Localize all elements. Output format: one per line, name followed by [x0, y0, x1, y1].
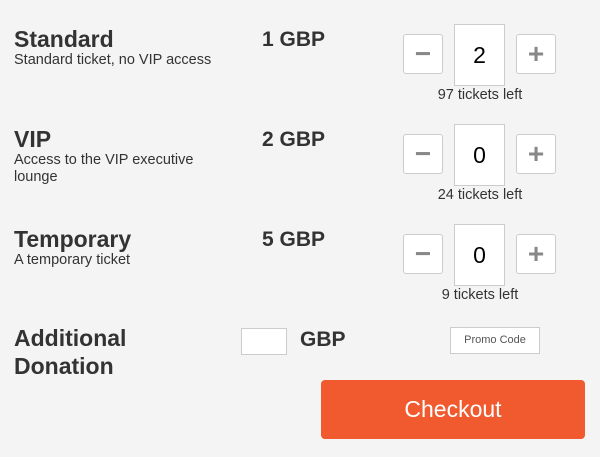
ticket-price: 5 GBP [262, 228, 326, 251]
donation-label: Additional Donation [14, 325, 127, 379]
donation-input[interactable] [241, 328, 287, 355]
decrease-button[interactable]: − [403, 34, 443, 74]
ticket-name: Standard [14, 26, 114, 52]
quantity-field[interactable]: 0 [454, 224, 505, 286]
increase-button[interactable]: + [516, 234, 556, 274]
ticket-price: 1 GBP [262, 28, 326, 51]
ticket-description: Access to the VIP executive lounge [14, 152, 194, 185]
increase-button[interactable]: + [516, 134, 556, 174]
ticket-description: Standard ticket, no VIP access [14, 52, 212, 68]
tickets-remaining: 24 tickets left [437, 187, 523, 203]
ticket-description: A temporary ticket [14, 252, 131, 268]
quantity-field[interactable]: 0 [454, 124, 505, 186]
promo-code-button[interactable]: Promo Code [450, 327, 540, 354]
ticket-name: VIP [14, 126, 52, 152]
quantity-field[interactable]: 2 [454, 24, 505, 86]
donation-currency: GBP [300, 328, 346, 351]
ticket-name: Temporary [14, 226, 132, 252]
tickets-remaining: 97 tickets left [437, 87, 523, 103]
ticket-price: 2 GBP [262, 128, 326, 151]
tickets-remaining: 9 tickets left [441, 287, 519, 303]
decrease-button[interactable]: − [403, 134, 443, 174]
decrease-button[interactable]: − [403, 234, 443, 274]
increase-button[interactable]: + [516, 34, 556, 74]
checkout-button[interactable]: Checkout [321, 380, 585, 439]
